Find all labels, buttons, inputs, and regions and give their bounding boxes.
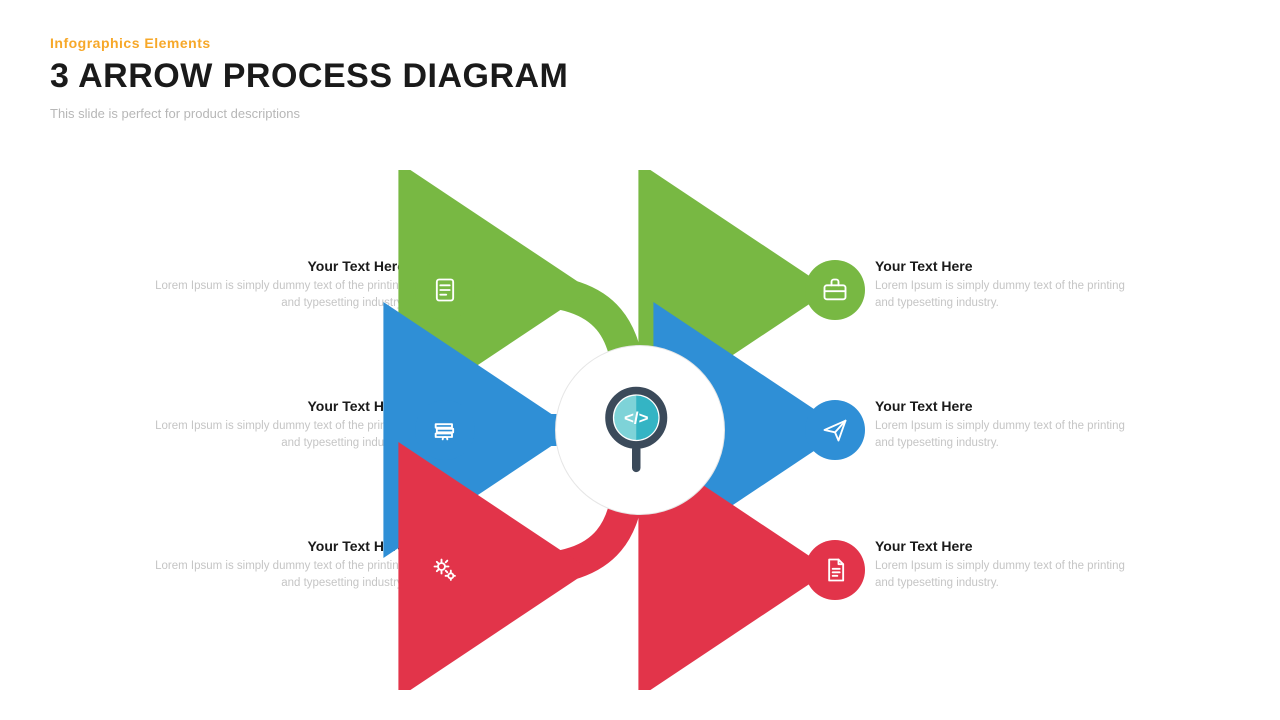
gears-icon bbox=[431, 556, 459, 584]
node-left-0 bbox=[415, 260, 475, 320]
sheet-icon bbox=[821, 556, 849, 584]
document-icon bbox=[431, 276, 459, 304]
diagram-stage: </> Your Text HereLorem Ipsum is simply … bbox=[0, 170, 1280, 690]
node-left-2 bbox=[415, 540, 475, 600]
slide-title: 3 ARROW PROCESS DIAGRAM bbox=[50, 57, 568, 96]
books-icon bbox=[431, 416, 459, 444]
node-right-0 bbox=[805, 260, 865, 320]
briefcase-icon bbox=[821, 276, 849, 304]
paperplane-icon bbox=[821, 416, 849, 444]
svg-text:</>: </> bbox=[623, 408, 648, 427]
node-right-1 bbox=[805, 400, 865, 460]
node-left-1 bbox=[415, 400, 475, 460]
kicker-text: Infographics Elements bbox=[50, 35, 568, 51]
magnifier-code-icon: </> bbox=[598, 383, 683, 478]
node-right-2 bbox=[805, 540, 865, 600]
center-hub: </> bbox=[555, 345, 725, 515]
slide-header: Infographics Elements 3 ARROW PROCESS DI… bbox=[50, 35, 568, 121]
slide-subtitle: This slide is perfect for product descri… bbox=[50, 106, 568, 121]
